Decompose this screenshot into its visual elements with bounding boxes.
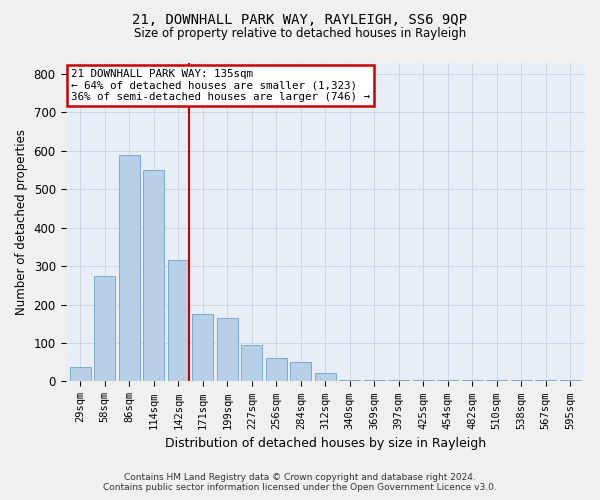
Bar <box>119 154 140 382</box>
Bar <box>168 260 188 382</box>
Text: Contains HM Land Registry data © Crown copyright and database right 2024.
Contai: Contains HM Land Registry data © Crown c… <box>103 473 497 492</box>
X-axis label: Distribution of detached houses by size in Rayleigh: Distribution of detached houses by size … <box>165 437 486 450</box>
Bar <box>266 358 287 382</box>
Bar <box>462 380 482 382</box>
Text: Size of property relative to detached houses in Rayleigh: Size of property relative to detached ho… <box>134 28 466 40</box>
Bar <box>487 380 507 382</box>
Bar <box>241 345 262 382</box>
Y-axis label: Number of detached properties: Number of detached properties <box>15 129 28 315</box>
Bar <box>560 380 581 382</box>
Bar <box>193 314 213 382</box>
Bar <box>315 373 335 382</box>
Bar <box>217 318 238 382</box>
Bar <box>413 380 434 382</box>
Bar <box>290 362 311 382</box>
Text: 21, DOWNHALL PARK WAY, RAYLEIGH, SS6 9QP: 21, DOWNHALL PARK WAY, RAYLEIGH, SS6 9QP <box>133 12 467 26</box>
Text: 21 DOWNHALL PARK WAY: 135sqm
← 64% of detached houses are smaller (1,323)
36% of: 21 DOWNHALL PARK WAY: 135sqm ← 64% of de… <box>71 69 370 102</box>
Bar <box>94 276 115 382</box>
Bar <box>388 380 409 382</box>
Bar <box>364 380 385 382</box>
Bar <box>511 380 532 382</box>
Bar <box>70 367 91 382</box>
Bar <box>535 380 556 382</box>
Bar <box>437 380 458 382</box>
Bar <box>340 380 360 382</box>
Bar <box>143 170 164 382</box>
